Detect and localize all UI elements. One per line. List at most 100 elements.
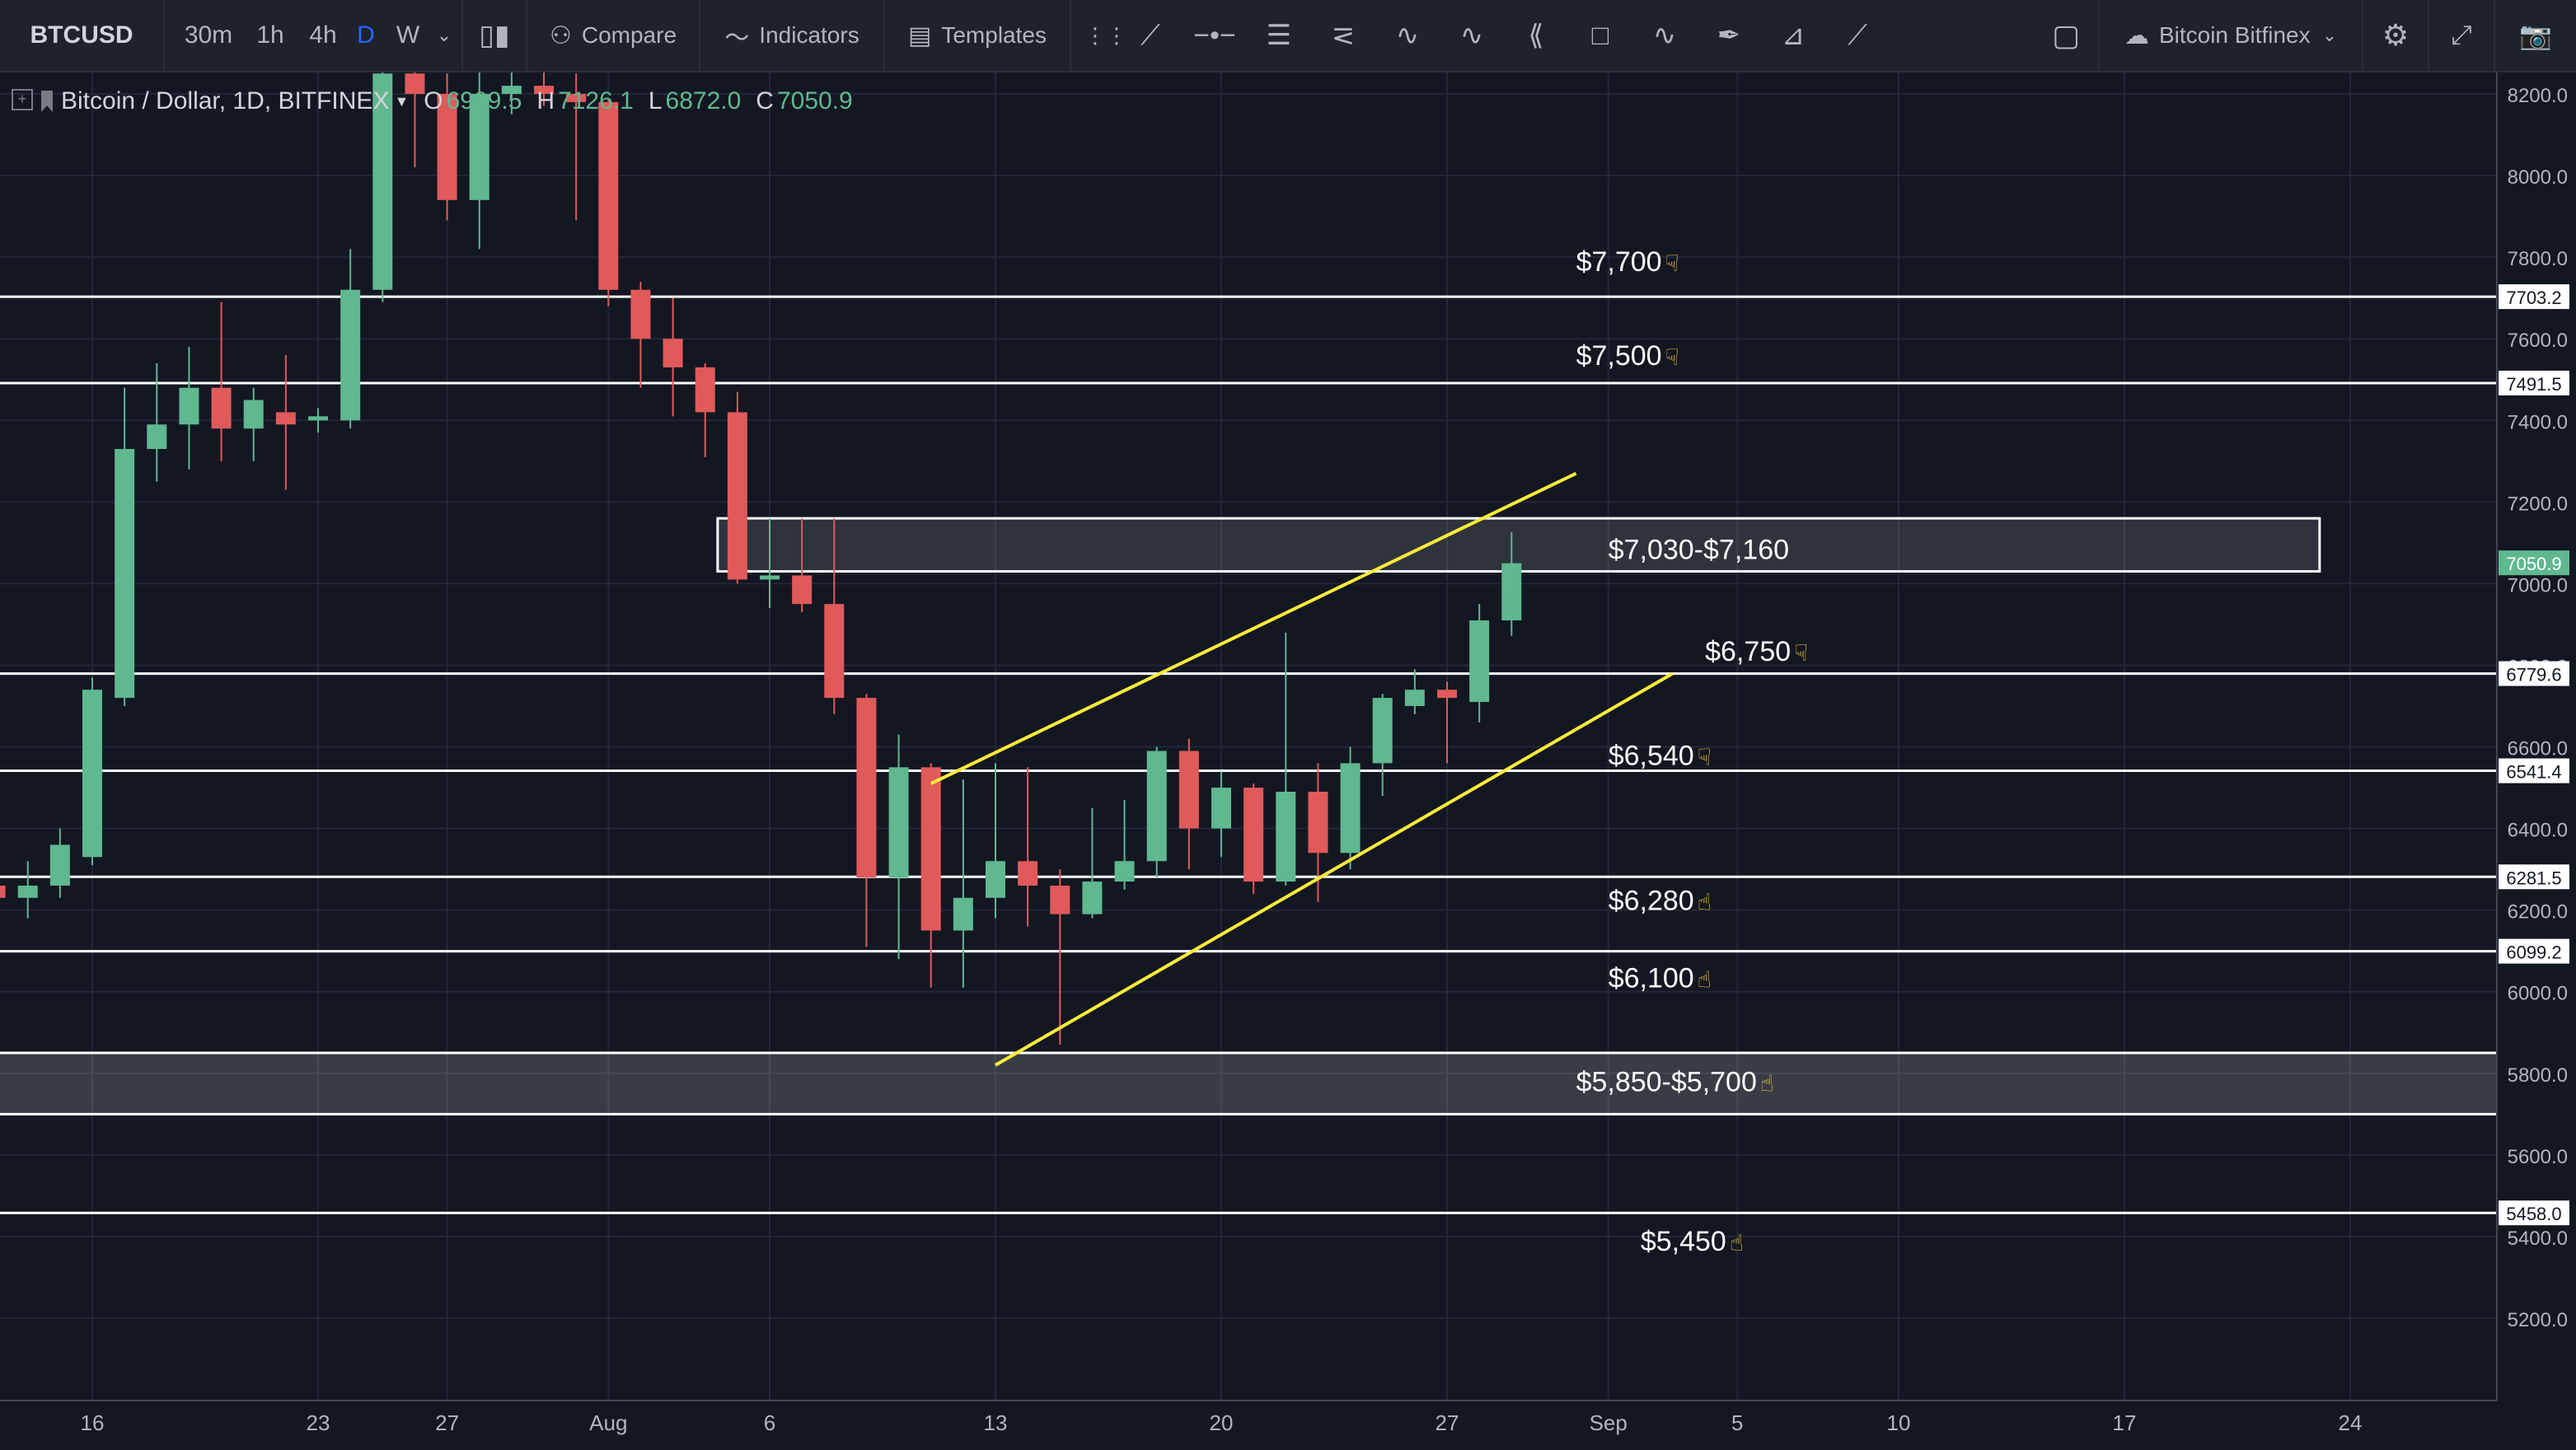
symbol-search-button[interactable]: BTCUSD: [0, 0, 165, 71]
price-range-tool[interactable]: ⟪: [1506, 5, 1566, 66]
last-price-tag-bg: [2499, 550, 2569, 576]
rectangle-tool[interactable]: □: [1571, 5, 1630, 66]
hand-pointing-up-icon: ☝: [1698, 966, 1712, 993]
chart-type-button[interactable]: ▯▮: [463, 0, 527, 71]
hand-pointing-up-icon: ☝: [1730, 1229, 1744, 1256]
timeframe-1h-button[interactable]: 1h: [244, 0, 297, 71]
hand-pointing-down-icon: ☟: [1665, 344, 1679, 371]
y-tick-label: 5800.0: [2508, 1064, 2568, 1087]
level-price-tag-bg: [2499, 370, 2569, 395]
timeframe-4h-button[interactable]: 4h: [297, 0, 349, 71]
level-price-tag: 5458.0: [2506, 1204, 2561, 1224]
price-annotation: $5,450: [1641, 1226, 1726, 1257]
level-price-tag-bg: [2499, 864, 2569, 890]
drag-handle-icon[interactable]: ⋮⋮: [1084, 22, 1127, 48]
indicators-button[interactable]: 〜 Indicators: [700, 0, 885, 71]
xabcd-pattern-tool[interactable]: ∿: [1378, 5, 1437, 66]
price-annotation: $7,500: [1576, 340, 1662, 372]
x-tick-label: Sep: [1590, 1410, 1628, 1435]
y-tick-label: 6000.0: [2508, 983, 2568, 1005]
pitchfork-icon: ⋜: [1331, 20, 1356, 51]
timeframe-d-button[interactable]: D: [349, 0, 382, 71]
timeframe-dropdown-button[interactable]: ⌄: [427, 0, 463, 71]
exchange-button[interactable]: ☁ Bitcoin Bitfinex ⌄: [2100, 0, 2363, 71]
compare-label: Compare: [581, 22, 677, 48]
timeframe-30m-label: 30m: [184, 21, 233, 49]
hand-pointing-down-icon: ☟: [1665, 250, 1679, 277]
candle-body: [1146, 751, 1167, 862]
channel-upper-line: [930, 471, 1577, 785]
x-tick-label: 10: [1887, 1410, 1911, 1435]
candle-body: [147, 424, 167, 449]
fib-tool[interactable]: ⊿: [1763, 5, 1823, 66]
chevron-down-icon: ⌄: [2321, 25, 2338, 45]
candle-body: [437, 94, 457, 200]
candle-body: [501, 86, 522, 94]
candle-body: [1340, 763, 1361, 854]
x-tick-label: Aug: [589, 1410, 627, 1435]
y-axis-labels: 8200.0 8000.0 7800.0 7600.0 7400.0 7200.0 7000…: [2508, 85, 2568, 1331]
legend-high-value: 7126.1: [558, 87, 634, 115]
candle-body: [888, 767, 909, 878]
y-tick-label: 5600.0: [2508, 1146, 2568, 1168]
abcd-pattern-tool[interactable]: ∿: [1635, 5, 1694, 66]
level-price-tag: 6281.5: [2506, 868, 2561, 888]
trend-line-tool[interactable]: ⟋: [1121, 5, 1180, 66]
measure-icon: ⟋: [1848, 19, 1867, 51]
horizontal-line-tool[interactable]: −•−: [1185, 5, 1244, 66]
compare-button[interactable]: ⚇ Compare: [527, 0, 700, 71]
y-tick-label: 7800.0: [2508, 248, 2568, 270]
camera-icon: 📷: [2519, 21, 2552, 50]
level-price-tag: 6541.4: [2506, 762, 2561, 783]
price-annotation: $6,280: [1609, 885, 1694, 916]
xabcd-pattern-icon: ∿: [1395, 20, 1420, 51]
cloud-icon: ☁: [2124, 21, 2149, 49]
layout-button[interactable]: ▢: [2034, 0, 2100, 71]
candle-body: [340, 289, 361, 421]
candle-body: [1276, 792, 1296, 882]
timeframe-d-label: D: [357, 21, 375, 49]
x-tick-label: 13: [984, 1410, 1008, 1435]
candle-body: [1469, 620, 1490, 703]
price-annotation: $5,850-$5,700: [1576, 1067, 1757, 1098]
timeframe-30m-button[interactable]: 30m: [180, 0, 237, 71]
legend-title[interactable]: Bitcoin / Dollar, 1D, BITFINEX: [61, 87, 390, 115]
indicators-label: Indicators: [759, 22, 859, 48]
timeframe-1h-label: 1h: [256, 21, 284, 49]
x-tick-label: 16: [81, 1410, 105, 1435]
legend-close-label: C: [756, 87, 774, 115]
legend-low-value: 6872.0: [665, 87, 742, 115]
level-price-tag-bg: [2499, 1200, 2569, 1226]
candle-body: [760, 575, 780, 580]
support-zone: [0, 1053, 2497, 1115]
y-tick-label: 7600.0: [2508, 330, 2568, 352]
candle-body: [49, 844, 70, 886]
candle-body: [1211, 788, 1231, 829]
candle-body: [1114, 861, 1135, 882]
collapse-legend-icon[interactable]: +: [12, 89, 33, 110]
fullscreen-button[interactable]: ⤢: [2429, 0, 2495, 71]
hand-pointing-up-icon: ☝: [1760, 1070, 1774, 1097]
price-chart[interactable]: $7,700 ☟$7,500 ☟$7,030-$7,160$6,750 ☟$6,540…: [0, 72, 2576, 1450]
brush-tool[interactable]: ✒: [1699, 5, 1759, 66]
pitchfork-tool[interactable]: ⋜: [1314, 5, 1373, 66]
channel-layer: [930, 471, 1674, 1067]
candles-icon: ▯▮: [479, 20, 510, 51]
measure-tool[interactable]: ⟋: [1828, 5, 1887, 66]
elliott-wave-tool[interactable]: ∿: [1442, 5, 1501, 66]
candle-body: [1372, 698, 1393, 764]
snapshot-button[interactable]: 📷: [2495, 0, 2576, 71]
chart-background: [0, 72, 2576, 1450]
fib-icon: ⊿: [1781, 20, 1806, 51]
settings-button[interactable]: ⚙: [2363, 0, 2429, 71]
y-tick-label: 8200.0: [2508, 85, 2568, 107]
timeframe-w-button[interactable]: W: [389, 0, 427, 71]
price-annotation: $6,100: [1609, 962, 1694, 994]
y-tick-label: 7400.0: [2508, 411, 2568, 433]
candle-body: [372, 73, 393, 290]
templates-button[interactable]: ▤ Templates: [885, 0, 1071, 71]
parallel-channel-tool[interactable]: ☰: [1249, 5, 1309, 66]
x-tick-label: 27: [435, 1410, 459, 1435]
chevron-down-icon: ▼: [394, 92, 410, 110]
candle-body: [920, 767, 941, 931]
